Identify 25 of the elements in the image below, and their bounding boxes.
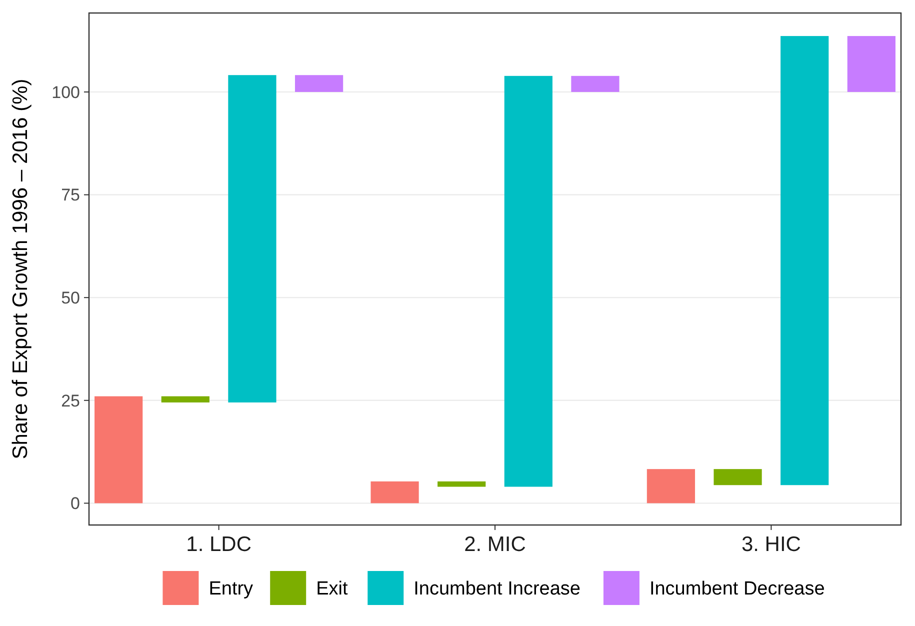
- bar: [161, 396, 210, 402]
- legend-label: Incumbent Decrease: [649, 578, 825, 600]
- bar: [504, 76, 552, 487]
- y-tick-label: 0: [70, 494, 80, 514]
- bar: [780, 36, 829, 486]
- bar: [714, 469, 762, 486]
- bar: [294, 75, 344, 92]
- x-tick-label: 2. MIC: [464, 533, 526, 556]
- y-tick-label: 75: [61, 186, 80, 205]
- bar: [370, 481, 419, 504]
- bar: [438, 481, 486, 487]
- bar: [571, 76, 620, 92]
- legend-label: Incumbent Increase: [414, 578, 580, 600]
- y-tick-label: 50: [61, 288, 80, 308]
- legend-label: Entry: [208, 578, 254, 600]
- bar: [847, 36, 896, 92]
- legend-label: Exit: [316, 578, 348, 600]
- y-axis-title: Share of Export Growth 1996 – 2016 (%): [9, 78, 32, 460]
- bar: [94, 396, 143, 504]
- x-tick-label: 3. HIC: [741, 533, 801, 556]
- bar: [228, 75, 276, 402]
- y-tick-label: 100: [52, 82, 80, 102]
- bar: [646, 469, 696, 504]
- x-tick-label: 1. LDC: [186, 533, 252, 556]
- y-tick-label: 25: [61, 391, 80, 410]
